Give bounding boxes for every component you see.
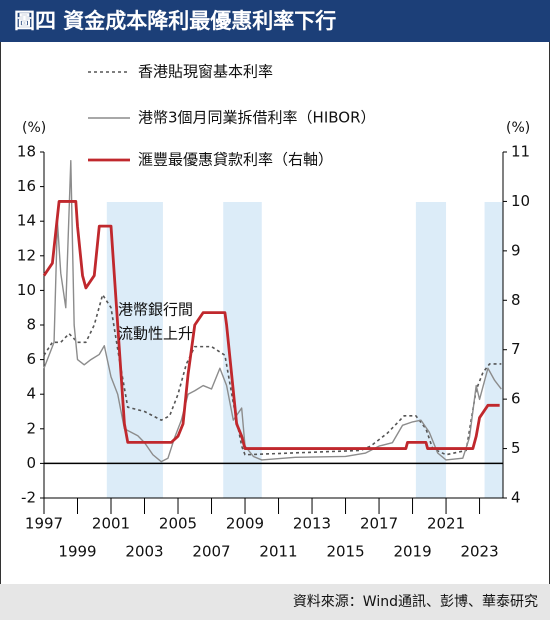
series-line	[42, 200, 500, 450]
y2-tick-label: 7	[511, 340, 521, 358]
x-tick-label: 2023	[460, 543, 498, 561]
y-tick-label: 16	[17, 177, 36, 195]
y-tick-label: 12	[17, 246, 36, 264]
y-tick-label: -2	[21, 489, 36, 507]
y-tick-label: 8	[26, 316, 36, 334]
legend-label: 香港貼現窗基本利率	[138, 63, 273, 81]
y2-unit: (%)	[506, 120, 530, 136]
x-tick-label: 2017	[360, 515, 398, 533]
x-tick-label: 1999	[58, 543, 96, 561]
y-unit: (%)	[22, 120, 46, 136]
y-tick-label: 6	[26, 350, 36, 368]
x-tick-label: 2019	[393, 543, 431, 561]
annotation: 港幣銀行間	[118, 301, 193, 319]
title-banner	[0, 0, 550, 42]
source: 資料來源：Wind通訊、彭博、華泰研究	[293, 593, 538, 610]
y2-tick-label: 10	[511, 192, 530, 210]
y2-tick-label: 11	[511, 143, 530, 161]
shaded-period	[415, 202, 447, 498]
chart-title: 圖四 資金成本降利最優惠利率下行	[14, 9, 336, 33]
y2-tick-label: 6	[511, 390, 521, 408]
x-tick-label: 2011	[259, 543, 297, 561]
series-line	[43, 293, 502, 456]
y-tick-label: 18	[17, 143, 36, 161]
shaded-period	[484, 202, 503, 498]
y-tick-label: 2	[26, 419, 36, 437]
x-tick-label: 2015	[326, 543, 364, 561]
legend-label: 港幣3個月同業拆借利率（HIBOR）	[138, 109, 376, 127]
legend-label: 滙豐最優惠貸款利率（右軸）	[138, 151, 333, 169]
y2-tick-label: 9	[511, 241, 521, 259]
series-line	[43, 159, 502, 463]
x-tick-label: 2021	[427, 515, 465, 533]
x-tick-label: 2003	[125, 543, 163, 561]
shaded-period	[106, 202, 163, 498]
x-tick-label: 2013	[293, 515, 331, 533]
annotation: 流動性上升	[118, 325, 193, 343]
y-tick-label: 10	[17, 281, 36, 299]
y-tick-label: 0	[26, 454, 36, 472]
y-tick-label: 14	[17, 212, 36, 230]
x-tick-label: 2001	[92, 515, 130, 533]
y2-tick-label: 8	[511, 291, 521, 309]
y-tick-label: 4	[26, 385, 36, 403]
y2-tick-label: 4	[511, 489, 521, 507]
x-tick-label: 2009	[226, 515, 264, 533]
x-tick-label: 2007	[192, 543, 230, 561]
y2-tick-label: 5	[511, 439, 521, 457]
x-tick-label: 2005	[159, 515, 197, 533]
x-tick-label: 1997	[25, 515, 63, 533]
source-bar	[0, 584, 550, 620]
